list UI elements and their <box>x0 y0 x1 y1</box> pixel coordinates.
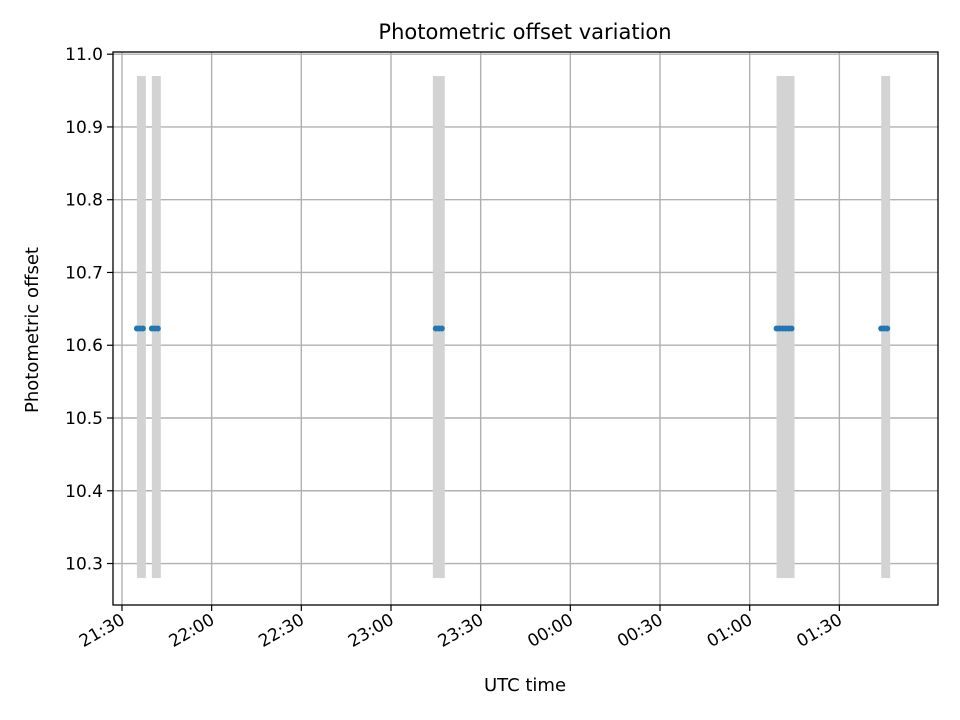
data-point <box>438 325 445 332</box>
x-tick-label: 21:30 <box>76 610 128 652</box>
y-tick-label: 11.0 <box>65 45 103 65</box>
x-tick-label: 22:00 <box>166 610 218 652</box>
data-point <box>884 325 891 332</box>
x-tick-label: 00:00 <box>524 610 576 652</box>
chart-title: Photometric offset variation <box>378 20 671 44</box>
y-tick-label: 10.4 <box>65 482 103 502</box>
y-tick-label: 10.8 <box>65 191 103 211</box>
x-tick-label: 23:30 <box>435 610 487 652</box>
data-point <box>154 325 161 332</box>
x-axis-label: UTC time <box>484 675 566 696</box>
x-axis: 21:30 22:00 22:30 23:00 23:30 00:00 00:30 01:00… <box>76 605 846 652</box>
y-tick-label: 10.3 <box>65 555 103 575</box>
y-axis: 10.3 10.4 10.5 10.6 10.7 10.8 10.9 11.0 <box>65 45 113 575</box>
data-point <box>788 325 795 332</box>
data-points <box>133 325 891 332</box>
x-tick-label: 01:30 <box>793 610 845 652</box>
x-tick-label: 00:30 <box>614 610 666 652</box>
x-tick-label: 22:30 <box>255 610 307 652</box>
x-tick-label: 01:00 <box>704 610 756 652</box>
y-axis-label: Photometric offset <box>22 247 43 413</box>
y-tick-label: 10.6 <box>65 336 103 356</box>
plot-frame <box>112 51 939 606</box>
grid <box>113 52 938 605</box>
y-tick-label: 10.5 <box>65 409 103 429</box>
data-point <box>139 325 146 332</box>
y-tick-label: 10.7 <box>65 263 103 283</box>
y-tick-label: 10.9 <box>65 118 103 138</box>
x-tick-label: 23:00 <box>345 610 397 652</box>
